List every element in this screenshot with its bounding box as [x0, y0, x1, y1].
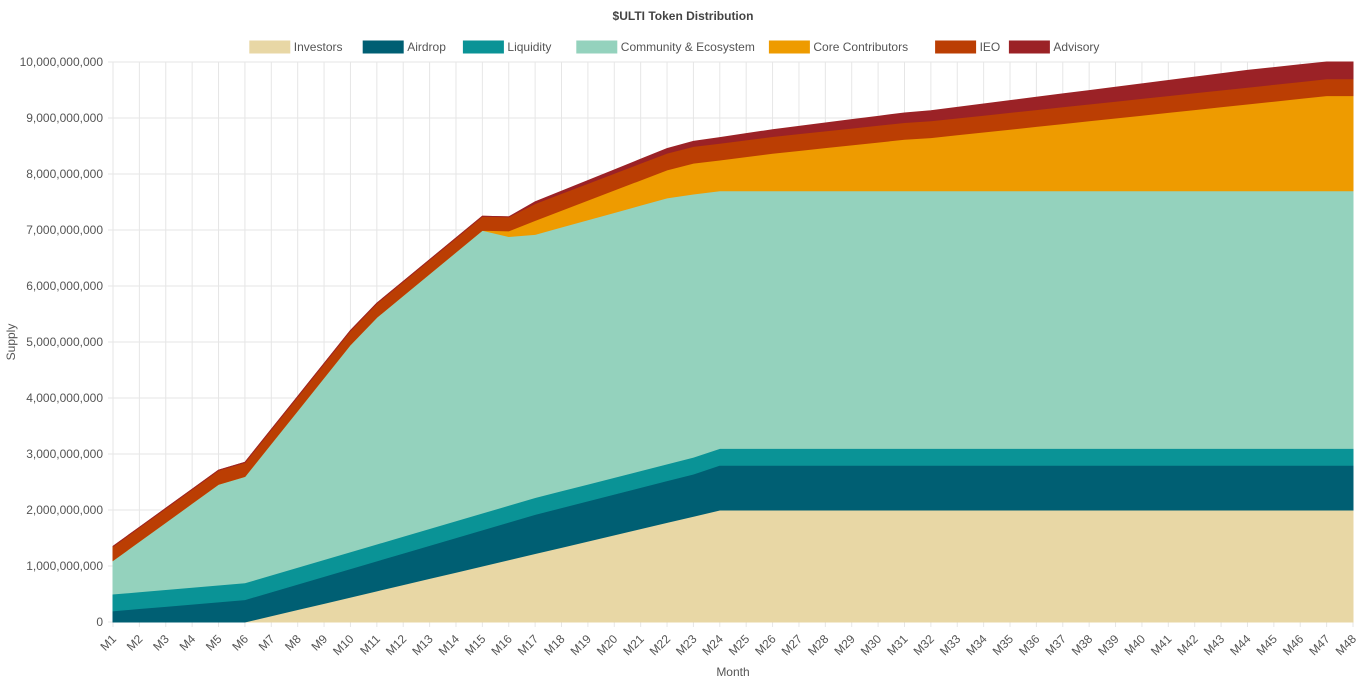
legend-item-core-contributors[interactable]: Core Contributors	[768, 40, 908, 54]
x-axis: M1 M2 M3 M4 M5 M6 M7 M8 M9 M10 M11 M12 M13 M14 M15 M16 M…	[97, 632, 1359, 659]
y-axis-label: Supply	[4, 324, 18, 361]
x-tick-label: M28	[805, 632, 832, 659]
legend-swatch	[249, 40, 291, 54]
legend-label: Core Contributors	[813, 40, 908, 54]
x-tick-label: M47	[1306, 632, 1333, 659]
y-tick-label: 5,000,000,000	[26, 335, 103, 349]
legend-swatch	[935, 40, 977, 54]
x-tick-label: M43	[1201, 632, 1228, 659]
x-tick-label: M20	[594, 632, 621, 659]
legend-item-community-ecosystem[interactable]: Community & Ecosystem	[576, 40, 755, 54]
x-tick-label: M13	[409, 632, 436, 659]
x-tick-label: M17	[515, 632, 542, 659]
x-tick-label: M48	[1333, 632, 1360, 659]
legend-item-advisory[interactable]: Advisory	[1008, 40, 1099, 54]
x-tick-label: M11	[357, 632, 383, 658]
x-tick-label: M32	[911, 632, 938, 659]
x-tick-label: M39	[1095, 632, 1122, 659]
x-tick-label: M3	[150, 632, 172, 654]
x-tick-label: M18	[541, 632, 568, 659]
x-tick-label: M44	[1227, 632, 1254, 659]
legend-swatch	[1008, 40, 1050, 54]
x-tick-label: M37	[1043, 632, 1070, 659]
x-tick-label: M41	[1148, 632, 1175, 659]
legend-label: Advisory	[1053, 40, 1099, 54]
x-tick-label: M1	[97, 632, 119, 654]
x-tick-label: M22	[647, 632, 674, 659]
legend-item-liquidity[interactable]: Liquidity	[462, 40, 551, 54]
y-tick-label: 8,000,000,000	[26, 167, 103, 181]
x-tick-label: M14	[436, 632, 463, 659]
x-tick-label: M45	[1254, 632, 1281, 659]
x-tick-label: M7	[256, 632, 278, 654]
legend-label: Community & Ecosystem	[621, 40, 755, 54]
x-tick-label: M10	[330, 632, 357, 659]
y-tick-label: 0	[96, 615, 103, 629]
x-tick-label: M36	[1016, 632, 1043, 659]
x-tick-label: M27	[779, 632, 806, 659]
x-tick-label: M38	[1069, 632, 1096, 659]
x-tick-label: M2	[124, 632, 146, 654]
legend-label: Liquidity	[507, 40, 551, 54]
x-tick-label: M23	[673, 632, 700, 659]
y-tick-label: 9,000,000,000	[26, 111, 103, 125]
y-tick-label: 4,000,000,000	[26, 391, 103, 405]
x-tick-label: M34	[963, 632, 990, 659]
y-tick-label: 7,000,000,000	[26, 223, 103, 237]
x-tick-label: M4	[177, 632, 199, 654]
y-axis: 0 1,000,000,000 2,000,000,000 3,000,000,000…	[20, 55, 104, 629]
x-tick-label: M8	[282, 632, 304, 654]
x-tick-label: M5	[203, 632, 225, 654]
x-tick-label: M46	[1280, 632, 1307, 659]
x-tick-label: M15	[462, 632, 489, 659]
legend-item-investors[interactable]: Investors	[249, 40, 343, 54]
legend-swatch	[768, 40, 810, 54]
legend-label: Airdrop	[407, 40, 446, 54]
legend-item-airdrop[interactable]: Airdrop	[362, 40, 446, 54]
x-tick-label: M31	[884, 632, 911, 659]
x-tick-label: M21	[620, 632, 647, 659]
y-tick-label: 6,000,000,000	[26, 279, 103, 293]
y-tick-label: 3,000,000,000	[26, 447, 103, 461]
legend[interactable]: Investors Airdrop Liquidity Community & Eco…	[249, 40, 1100, 54]
x-tick-label: M24	[700, 632, 727, 659]
chart-title: $ULTI Token Distribution	[613, 9, 754, 23]
areas	[112, 61, 1354, 623]
x-tick-label: M40	[1122, 632, 1149, 659]
legend-label: IEO	[980, 40, 1001, 54]
x-tick-label: M42	[1174, 632, 1201, 659]
y-tick-label: 2,000,000,000	[26, 503, 103, 517]
legend-swatch	[462, 40, 504, 54]
legend-label: Investors	[294, 40, 343, 54]
x-tick-label: M19	[568, 632, 595, 659]
legend-swatch	[576, 40, 618, 54]
x-tick-label: M12	[383, 632, 410, 659]
legend-swatch	[362, 40, 404, 54]
x-tick-label: M30	[858, 632, 885, 659]
legend-item-ieo[interactable]: IEO	[935, 40, 1001, 54]
x-tick-label: M35	[990, 632, 1017, 659]
x-tick-label: M6	[229, 632, 251, 654]
x-tick-label: M26	[752, 632, 779, 659]
x-tick-label: M9	[308, 632, 330, 654]
series-area-advisory	[112, 61, 1354, 547]
x-tick-label: M25	[726, 632, 753, 659]
y-tick-label: 1,000,000,000	[26, 559, 103, 573]
x-axis-label: Month	[716, 665, 749, 679]
x-tick-label: M33	[937, 632, 964, 659]
y-tick-label: 10,000,000,000	[20, 55, 104, 69]
x-tick-label: M29	[831, 632, 858, 659]
x-tick-label: M16	[488, 632, 515, 659]
